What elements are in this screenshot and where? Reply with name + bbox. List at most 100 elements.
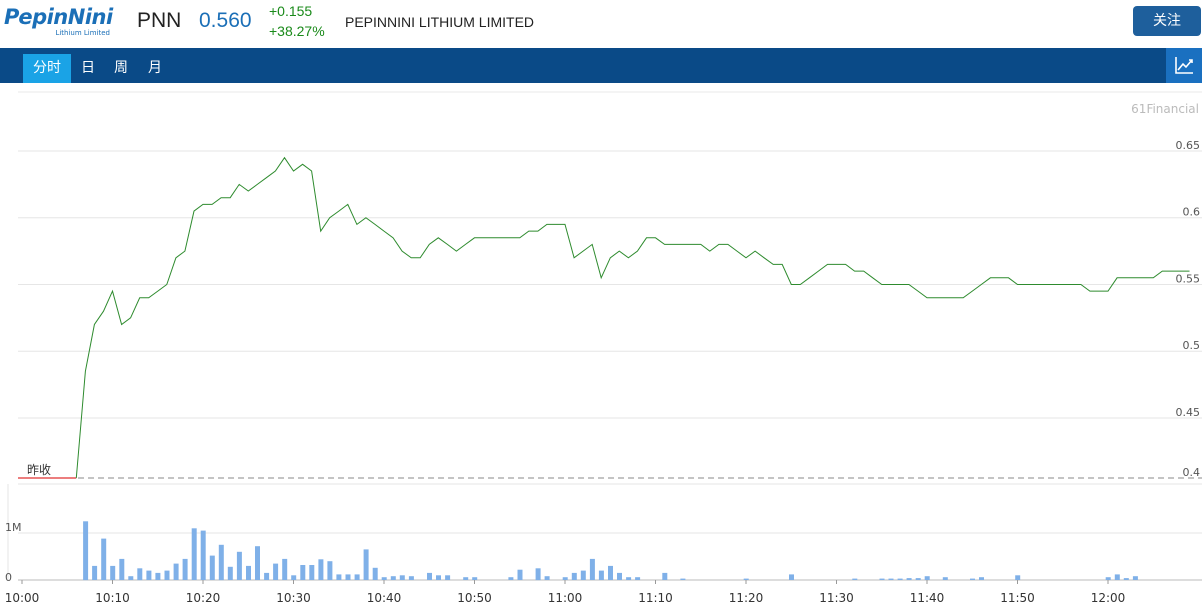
ticker-symbol: PNN: [137, 9, 182, 32]
logo-wordmark: PepinNini: [4, 5, 113, 29]
intraday-chart[interactable]: 61Financial 0.650.60.550.50.450.4 昨收 1M …: [0, 83, 1202, 612]
volume-bar: [1114, 574, 1120, 580]
volume-bar: [336, 574, 342, 580]
volume-bar: [101, 538, 107, 580]
volume-bar: [608, 565, 613, 580]
price-axis: 0.65 0.6 0.55 0.5 0.45 0.4: [1176, 139, 1201, 479]
volume-bar: [535, 568, 541, 581]
volume-bar: [309, 565, 315, 580]
volume-bar: [970, 578, 975, 580]
time-tick-label: 12:00: [1091, 591, 1126, 605]
volume-bar: [128, 576, 134, 580]
line-chart-icon[interactable]: [1166, 48, 1202, 83]
volume-bar: [408, 576, 414, 580]
volume-bar: [589, 558, 595, 580]
time-tick-label: 10:50: [457, 591, 492, 605]
volume-bar: [427, 572, 432, 580]
volume-bar: [191, 528, 197, 580]
volume-bar: [906, 578, 912, 580]
period-tab-bar: 分时 日 周 月: [0, 48, 1202, 83]
volume-bar: [209, 555, 215, 580]
volume-bar: [399, 575, 405, 580]
volume-bar: [879, 578, 885, 580]
volume-bar: [92, 565, 98, 580]
tab-day[interactable]: 日: [81, 60, 95, 76]
volume-bar: [381, 577, 387, 580]
volume-bar: [246, 565, 251, 580]
volume-bar: [390, 576, 396, 580]
volume-bar: [227, 566, 233, 580]
volume-bars: [83, 521, 1138, 581]
time-tick-label: 11:10: [638, 591, 673, 605]
tab-week[interactable]: 周: [114, 60, 128, 76]
volume-bar: [662, 572, 668, 580]
price-change: +0.155: [269, 3, 313, 19]
volume-bar: [897, 578, 903, 580]
quote-header: PepinNini Lithium Limited PNN 0.560 +0.1…: [0, 0, 1202, 46]
volume-bar: [789, 574, 794, 580]
price-tick-label: 0.55: [1176, 272, 1201, 285]
tab-month[interactable]: 月: [148, 60, 162, 76]
volume-bar: [300, 565, 306, 580]
volume-bar: [182, 558, 188, 580]
price-grid: [18, 91, 1202, 419]
volume-bar: [571, 572, 577, 580]
price-tick-label: 0.45: [1176, 406, 1201, 419]
time-tick-label: 10:30: [276, 591, 311, 605]
volume-bar: [942, 577, 948, 580]
volume-bar: [472, 577, 478, 580]
volume-bar: [327, 561, 333, 580]
price-change-percent: +38.27%: [269, 23, 325, 39]
volume-label-1m: 1M: [5, 521, 22, 534]
time-tick-label: 10:10: [95, 591, 130, 605]
volume-bar: [626, 577, 632, 580]
prev-close-label: 昨收: [27, 463, 51, 477]
time-tick-label: 11:20: [729, 591, 764, 605]
volume-bar: [200, 530, 206, 580]
volume-bar: [236, 551, 242, 580]
volume-bar: [119, 558, 125, 580]
volume-bar: [363, 549, 369, 580]
volume-bar: [852, 578, 858, 580]
time-tick-label: 10:00: [5, 591, 40, 605]
volume-bar: [1123, 578, 1129, 580]
time-tick-label: 10:20: [186, 591, 221, 605]
volume-bar: [915, 578, 921, 580]
price-tick-label: 0.6: [1183, 206, 1201, 219]
volume-bar: [173, 563, 179, 580]
volume-bar: [562, 577, 568, 580]
time-tick-label: 11:50: [1000, 591, 1035, 605]
company-name: PEPINNINI LITHIUM LIMITED: [345, 14, 535, 30]
volume-bar: [372, 567, 378, 580]
volume-bar: [463, 577, 469, 580]
time-tick-label: 11:40: [910, 591, 945, 605]
volume-bar: [155, 572, 161, 580]
time-axis: 10:00 10:10 10:20 10:30 10:40 10:50 11:00 11:10…: [5, 580, 1126, 605]
volume-bar: [164, 570, 170, 580]
volume-bar: [924, 576, 930, 580]
company-logo[interactable]: PepinNini Lithium Limited: [4, 5, 116, 41]
watermark: 61Financial: [1131, 102, 1199, 116]
volume-bar: [318, 559, 324, 580]
volume-bar: [635, 577, 641, 580]
volume-bar: [517, 569, 523, 580]
volume-bar: [218, 544, 224, 581]
time-tick-label: 10:40: [367, 591, 402, 605]
volume-bar: [345, 574, 351, 580]
volume-bar: [146, 570, 152, 580]
volume-bar: [580, 570, 586, 580]
follow-button[interactable]: 关注: [1133, 6, 1201, 36]
last-price: 0.560: [199, 9, 252, 32]
volume-bar: [436, 575, 441, 580]
logo-subtitle: Lithium Limited: [55, 29, 110, 37]
tab-intraday[interactable]: 分时: [23, 54, 71, 83]
volume-bar: [255, 546, 260, 580]
time-tick-label: 11:30: [819, 591, 854, 605]
volume-bar: [273, 563, 279, 580]
volume-bar: [282, 558, 288, 580]
volume-bar: [445, 575, 451, 580]
volume-bar: [598, 570, 604, 580]
volume-bar: [1132, 576, 1138, 580]
volume-bar: [83, 521, 89, 581]
time-tick-label: 11:00: [548, 591, 583, 605]
